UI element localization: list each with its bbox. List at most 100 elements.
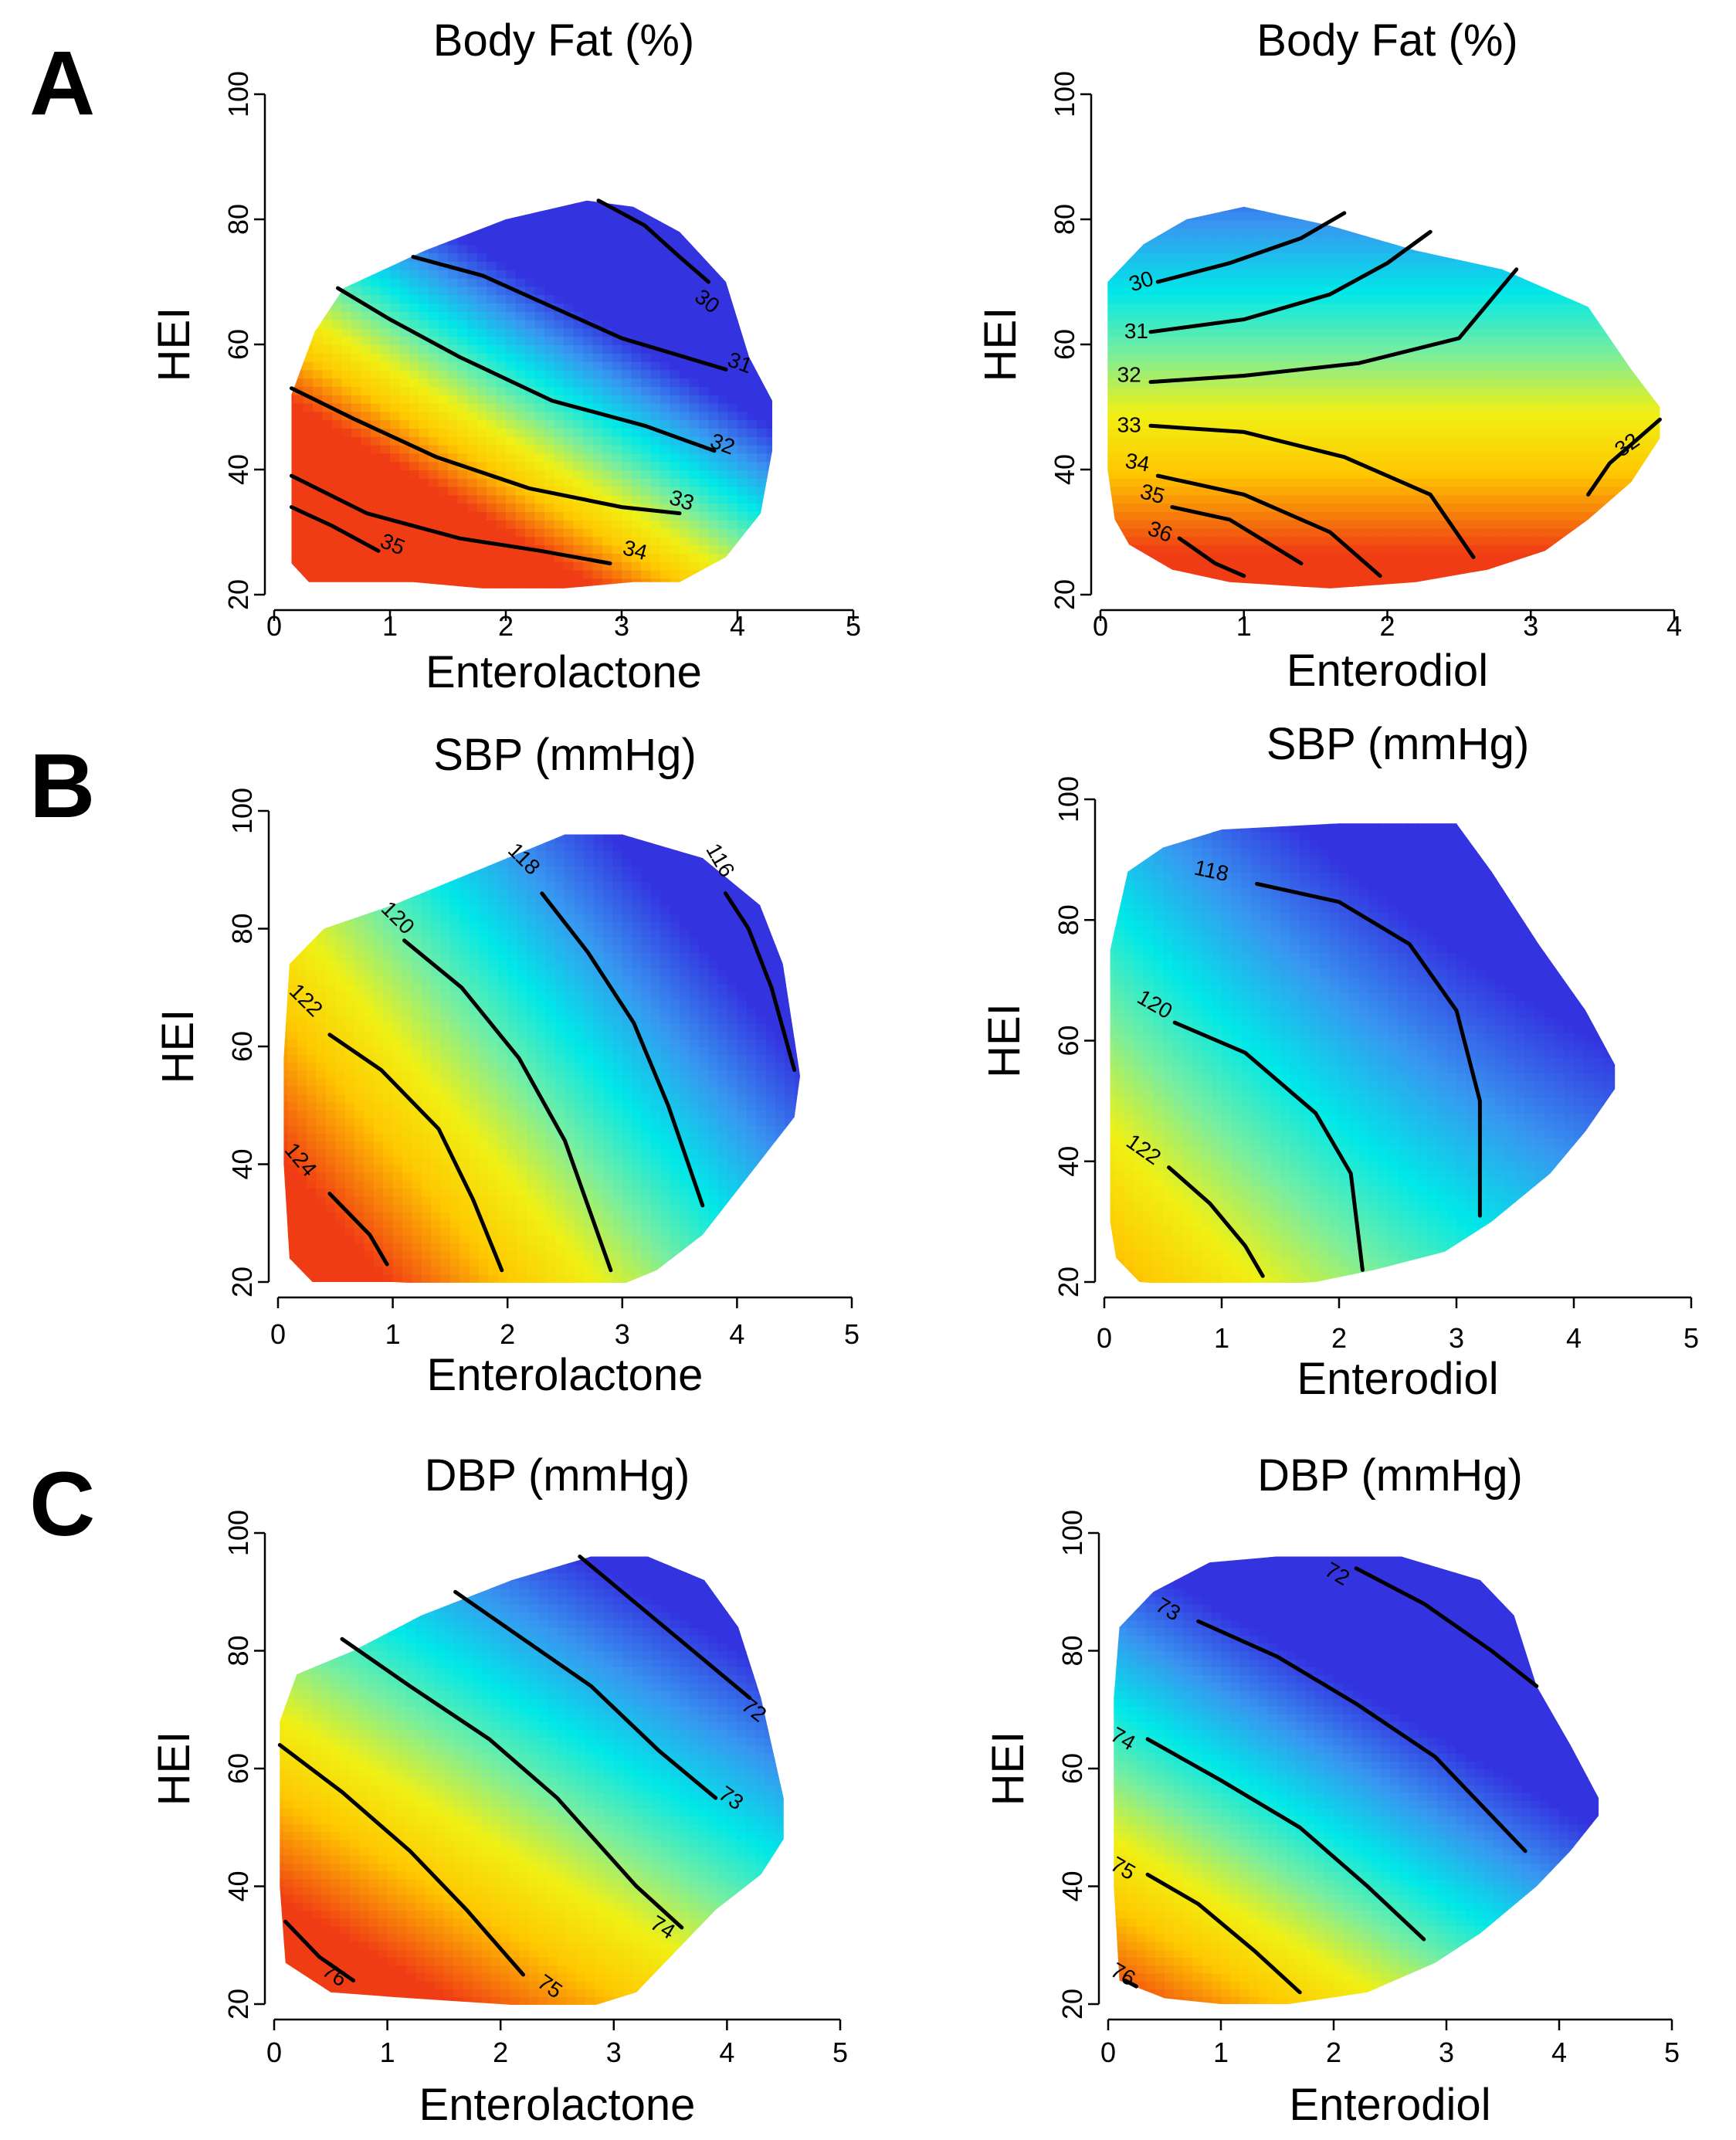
contour-line-30 [596, 198, 710, 284]
panel-letter-b: B [29, 734, 95, 839]
heatmap-surface [291, 200, 772, 588]
y-tick-label: 100 [222, 1510, 254, 1556]
contour-line-32 [1586, 417, 1662, 497]
y-tick-label: 20 [1053, 1267, 1084, 1297]
y-axis-label: HEI [153, 1009, 203, 1084]
contour-line-36 [1177, 536, 1246, 578]
contour-line-116 [724, 891, 797, 1072]
x-tick-label: 0 [1100, 2037, 1116, 2068]
x-axis: 0 1 2 3 4 5 [1097, 1296, 1699, 1354]
contour-line-73 [1196, 1619, 1527, 1853]
y-tick-label: 80 [222, 1635, 254, 1666]
x-tick-label: 4 [730, 610, 745, 642]
x-axis-label: Enterolactone [427, 1350, 704, 1400]
y-tick-label: 20 [1056, 1989, 1088, 2020]
y-tick-label: 20 [1049, 579, 1080, 610]
x-tick-label: 1 [1236, 610, 1252, 642]
x-tick-label: 0 [1093, 610, 1108, 642]
contour-line-122 [1167, 1165, 1265, 1278]
y-tick-label: 100 [1056, 1510, 1088, 1556]
x-tick-label: 3 [615, 1318, 630, 1350]
y-axis-label: HEI [149, 307, 199, 382]
contour-line-33 [290, 386, 682, 516]
contour-line-30 [1155, 211, 1347, 284]
contour-line-34 [290, 473, 612, 565]
y-tick-label: 40 [222, 1870, 254, 1901]
contour-line-74 [1145, 1737, 1426, 1942]
x-axis-label: Enterodiol [1297, 1354, 1498, 1404]
y-tick-label: 60 [1049, 329, 1080, 360]
x-tick-label: 2 [1326, 2037, 1341, 2068]
y-tick-label: 20 [222, 1989, 254, 2020]
chart-title: Body Fat (%) [433, 15, 694, 66]
x-tick-label: 4 [719, 2037, 734, 2068]
x-tick-label: 5 [1683, 1322, 1699, 1354]
y-tick-label: 60 [1056, 1753, 1088, 1784]
chart-title: SBP (mmHg) [433, 730, 697, 780]
panel-letter-c: C [29, 1452, 95, 1557]
y-tick-label: 40 [1053, 1146, 1084, 1177]
contour-line-35 [1170, 505, 1304, 565]
x-axis-label: Enterolactone [426, 647, 702, 697]
contour-line-76 [283, 1919, 356, 1982]
contour-line-72 [1354, 1566, 1539, 1688]
chart-title: DBP (mmHg) [425, 1450, 690, 1501]
contour-line-74 [340, 1636, 684, 1930]
y-tick-label: 40 [222, 454, 254, 485]
y-tick-label: 100 [226, 788, 258, 834]
chart-title: DBP (mmHg) [1257, 1450, 1523, 1501]
contour-line-75 [1145, 1872, 1302, 1995]
y-axis: 20 40 60 80 100 [1056, 1510, 1100, 2020]
y-axis: 20 40 60 80 100 [1053, 776, 1097, 1297]
x-tick-label: 2 [1331, 1322, 1347, 1354]
contour-line-118 [1255, 881, 1482, 1218]
y-tick-label: 80 [226, 913, 258, 944]
contour-line-72 [578, 1555, 752, 1700]
x-tick-label: 3 [614, 610, 629, 642]
x-tick-label: 3 [1523, 610, 1538, 642]
x-tick-label: 0 [270, 1318, 286, 1350]
contour-line-120 [402, 938, 613, 1273]
y-tick-label: 20 [226, 1267, 258, 1297]
contour-label: 32 [1117, 363, 1141, 387]
y-tick-label: 60 [226, 1031, 258, 1062]
x-tick-label: 4 [1566, 1322, 1582, 1354]
contour-line-35 [290, 505, 381, 553]
x-tick-label: 5 [1664, 2037, 1680, 2068]
y-tick-label: 40 [226, 1148, 258, 1179]
x-tick-label: 5 [844, 1318, 860, 1350]
y-tick-label: 60 [222, 1753, 254, 1784]
y-axis-label: HEI [149, 1731, 199, 1806]
contour-line-122 [327, 1033, 504, 1273]
y-tick-label: 60 [1053, 1025, 1084, 1056]
contour-line-73 [453, 1589, 718, 1800]
x-tick-label: 0 [1097, 1322, 1112, 1354]
y-axis-label: HEI [983, 1731, 1033, 1806]
y-axis-label: HEI [979, 1003, 1029, 1078]
x-axis-label: Enterolactone [419, 2080, 696, 2130]
x-tick-label: 4 [1666, 610, 1682, 642]
x-tick-label: 1 [382, 610, 398, 642]
x-tick-label: 3 [606, 2037, 622, 2068]
x-tick-label: 5 [832, 2037, 848, 2068]
contour-line-32 [1148, 267, 1519, 385]
x-tick-label: 5 [846, 610, 861, 642]
x-tick-label: 2 [498, 610, 514, 642]
y-tick-label: 20 [222, 579, 254, 610]
contour-label: 34 [1124, 449, 1151, 476]
contour-line-34 [1155, 473, 1382, 578]
contour-line-118 [540, 891, 705, 1208]
x-tick-label: 3 [1439, 2037, 1454, 2068]
heatmap-surface [280, 1556, 784, 2005]
x-tick-label: 2 [500, 1318, 515, 1350]
chart-title: SBP (mmHg) [1266, 719, 1530, 769]
y-axis: 20 40 60 80 100 [222, 1510, 266, 2020]
y-tick-label: 100 [1049, 71, 1080, 117]
x-tick-label: 0 [266, 610, 282, 642]
y-axis: 20 40 60 80 100 [1049, 71, 1093, 610]
